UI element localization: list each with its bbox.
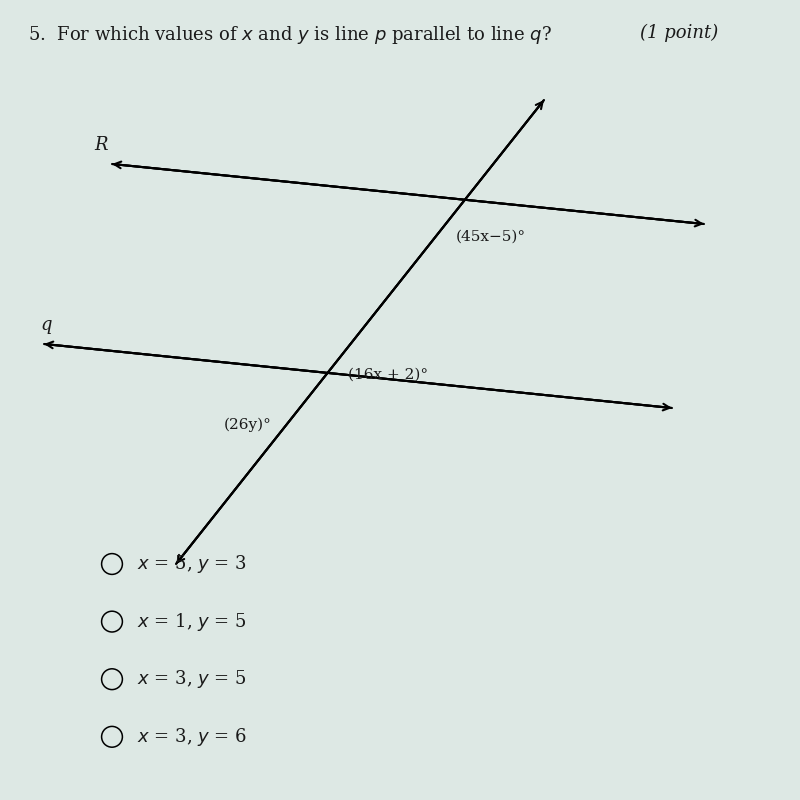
Text: (45x−5)°: (45x−5)° [456,230,526,243]
Text: 5.  For which values of $x$ and $y$ is line $p$ parallel to line $q$?: 5. For which values of $x$ and $y$ is li… [28,24,552,46]
Text: $x$ = 3, $y$ = 6: $x$ = 3, $y$ = 6 [137,726,247,748]
Text: (26y)°: (26y)° [224,418,272,432]
Text: (16x + 2)°: (16x + 2)° [348,367,428,382]
Text: $x$ = 1, $y$ = 5: $x$ = 1, $y$ = 5 [137,610,246,633]
Text: $x$ = 5, $y$ = 3: $x$ = 5, $y$ = 3 [137,553,246,575]
Text: q: q [41,317,52,334]
Text: (1 point): (1 point) [640,24,718,42]
Text: R: R [94,136,108,154]
Text: $x$ = 3, $y$ = 5: $x$ = 3, $y$ = 5 [137,668,246,690]
